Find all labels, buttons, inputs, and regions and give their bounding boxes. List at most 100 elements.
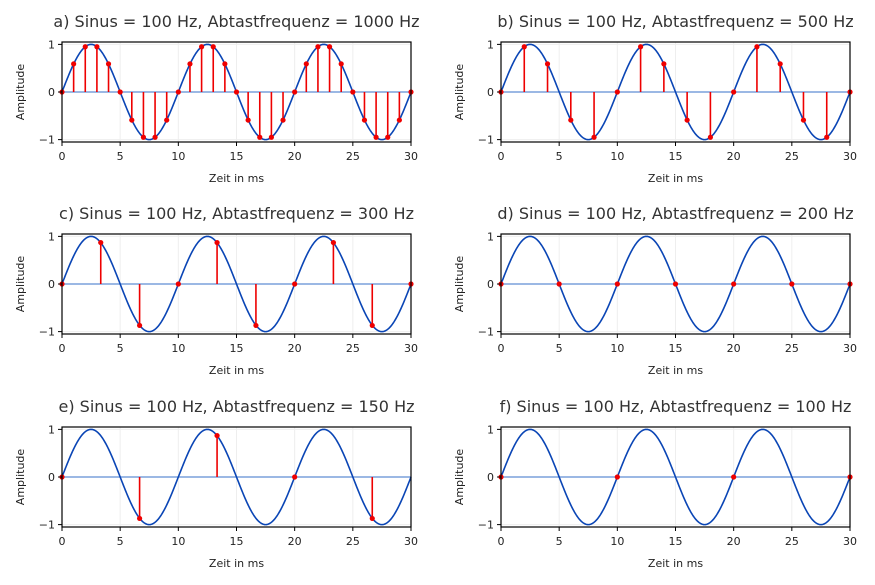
x-tick-label: 20 xyxy=(288,342,302,355)
x-tick-label: 5 xyxy=(556,150,563,163)
sample-point xyxy=(373,134,379,140)
x-tick-label: 20 xyxy=(288,150,302,163)
sample-point xyxy=(350,89,356,95)
y-tick-label: −1 xyxy=(39,326,55,339)
subplot-title: b) Sinus = 100 Hz, Abtastfrequenz = 500 … xyxy=(497,12,853,31)
sample-point xyxy=(292,89,298,95)
sample-point xyxy=(684,117,690,123)
subplot-title: a) Sinus = 100 Hz, Abtastfrequenz = 1000… xyxy=(53,12,419,31)
x-tick-label: 5 xyxy=(556,342,563,355)
subplot-b: b) Sinus = 100 Hz, Abtastfrequenz = 500 … xyxy=(453,12,857,185)
x-tick-label: 25 xyxy=(785,342,799,355)
subplot-f: f) Sinus = 100 Hz, Abtastfrequenz = 100 … xyxy=(453,397,857,570)
sample-point xyxy=(361,117,368,123)
sample-point xyxy=(199,44,205,50)
x-tick-label: 30 xyxy=(404,150,418,163)
y-tick-label: 1 xyxy=(487,230,494,243)
sample-point xyxy=(214,239,220,246)
x-tick-label: 15 xyxy=(669,150,683,163)
sample-point xyxy=(245,117,251,123)
sample-point xyxy=(187,61,193,67)
x-tick-label: 25 xyxy=(346,150,360,163)
sample-point xyxy=(253,322,259,329)
sample-point xyxy=(280,117,286,123)
sample-point xyxy=(222,61,228,67)
y-axis-label: Amplitude xyxy=(14,64,27,121)
x-axis-label: Zeit in ms xyxy=(648,364,703,377)
x-tick-label: 25 xyxy=(785,150,799,163)
sample-point xyxy=(175,89,181,95)
sample-point xyxy=(315,44,321,50)
x-tick-label: 0 xyxy=(498,342,505,355)
sample-point xyxy=(292,281,298,287)
sample-point xyxy=(330,239,337,246)
y-tick-label: 0 xyxy=(48,86,55,99)
sample-point xyxy=(614,474,620,480)
y-tick-label: −1 xyxy=(39,134,55,147)
sample-point xyxy=(210,44,216,50)
x-tick-label: 30 xyxy=(843,150,857,163)
sample-point xyxy=(338,61,344,67)
sample-point xyxy=(521,44,527,50)
x-tick-label: 20 xyxy=(727,342,741,355)
y-axis-label: Amplitude xyxy=(14,256,27,313)
sample-point xyxy=(175,281,181,287)
sample-point xyxy=(94,44,100,50)
x-tick-label: 10 xyxy=(171,150,185,163)
sample-point xyxy=(82,44,88,50)
sample-point xyxy=(661,61,667,67)
sample-point xyxy=(233,89,240,95)
sample-point xyxy=(777,61,783,67)
subplot-title: d) Sinus = 100 Hz, Abtastfrequenz = 200 … xyxy=(497,204,853,223)
y-axis-label: Amplitude xyxy=(14,449,27,506)
sample-point xyxy=(707,134,714,140)
sample-point xyxy=(303,61,309,67)
sample-point xyxy=(152,134,158,140)
sample-point xyxy=(824,134,830,140)
x-tick-label: 15 xyxy=(669,342,683,355)
sample-point xyxy=(129,117,135,123)
sample-point xyxy=(164,117,170,123)
y-tick-label: 1 xyxy=(487,38,494,51)
x-tick-label: 30 xyxy=(404,342,418,355)
y-axis-label: Amplitude xyxy=(453,449,466,506)
sample-point xyxy=(292,474,298,480)
y-tick-label: 1 xyxy=(487,423,494,436)
sine-curve xyxy=(500,428,851,526)
sample-point xyxy=(369,515,375,522)
sample-point xyxy=(789,281,795,287)
x-axis-label: Zeit in ms xyxy=(648,172,703,185)
sample-point xyxy=(98,239,104,246)
x-tick-label: 10 xyxy=(610,150,624,163)
y-tick-label: 1 xyxy=(48,38,55,51)
y-tick-label: −1 xyxy=(478,326,494,339)
sample-point xyxy=(117,89,123,95)
x-tick-label: 0 xyxy=(498,150,505,163)
x-tick-label: 0 xyxy=(59,150,66,163)
x-tick-label: 15 xyxy=(230,150,244,163)
x-tick-label: 5 xyxy=(117,150,124,163)
sample-point xyxy=(140,134,147,140)
x-tick-label: 30 xyxy=(843,535,857,548)
subplot-c: c) Sinus = 100 Hz, Abtastfrequenz = 300 … xyxy=(14,204,418,377)
x-tick-label: 0 xyxy=(59,342,66,355)
y-axis-label: Amplitude xyxy=(453,64,466,121)
sample-point xyxy=(731,89,737,95)
sample-point xyxy=(614,89,620,95)
y-tick-label: 0 xyxy=(48,471,55,484)
x-axis-label: Zeit in ms xyxy=(209,364,264,377)
y-tick-label: 0 xyxy=(487,278,494,291)
y-tick-label: 0 xyxy=(487,86,494,99)
sample-point xyxy=(268,134,274,140)
x-tick-label: 25 xyxy=(346,535,360,548)
x-axis-label: Zeit in ms xyxy=(648,557,703,570)
y-tick-label: 1 xyxy=(48,423,55,436)
y-tick-label: 1 xyxy=(48,230,55,243)
sample-point xyxy=(800,117,807,123)
sample-point xyxy=(385,134,391,140)
sample-point xyxy=(136,322,143,329)
x-axis-label: Zeit in ms xyxy=(209,172,264,185)
x-tick-label: 30 xyxy=(843,342,857,355)
sample-point xyxy=(614,281,620,287)
